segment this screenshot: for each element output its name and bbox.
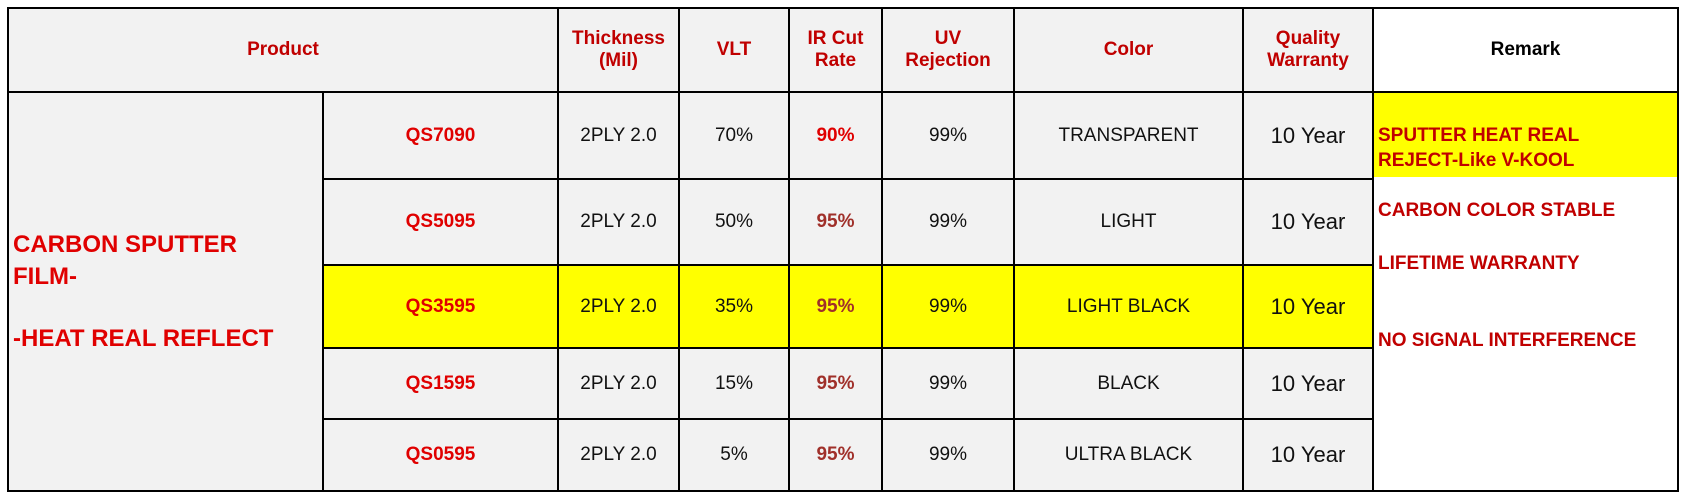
data-cell: 95% [788,178,883,266]
product-line: -HEAT REAL REFLECT [13,324,274,352]
table-row: CARBON SPUTTER FILM- -HEAT REAL REFLECT QS… [7,91,1679,492]
data-cell: 99% [881,178,1015,266]
data-cell: 90% [788,91,883,180]
header-cell: VLT [678,7,790,93]
data-cell: 99% [881,418,1015,492]
data-cell: 10 Year [1242,91,1374,180]
remark-text: SPUTTER HEAT REAL REJECT-Like V-KOOL [1374,93,1677,177]
header-row: Product Thickness (Mil) VLT IR Cut Rate … [7,7,1679,93]
data-cell: 2PLY 2.0 [557,178,680,266]
header-cell: Color [1013,7,1244,93]
header-cell: Remark [1372,7,1679,93]
data-cell: 2PLY 2.0 [557,264,680,349]
data-cell: 99% [881,91,1015,180]
product-line: CARBON SPUTTER FILM- [13,230,238,290]
data-cell: 95% [788,418,883,492]
remark-text: NO SIGNAL INTERFERENCE [1378,330,1637,351]
data-cell: 50% [678,178,790,266]
data-cell: QS7090 [322,91,559,180]
data-cell: LIGHT BLACK [1013,264,1244,349]
table-body: CARBON SPUTTER FILM- -HEAT REAL REFLECT QS… [7,91,1679,492]
data-cell: 5% [678,418,790,492]
data-cell: 10 Year [1242,178,1374,266]
remark-text: CARBON COLOR STABLE [1378,200,1616,221]
header-cell: Quality Warranty [1242,7,1374,93]
data-cell: 95% [788,264,883,349]
data-cell: LIGHT [1013,178,1244,266]
data-cell: 70% [678,91,790,180]
table-row: QS0595 2PLY 2.0 5% 95% 99% ULTRA BLACK 10 Year [8,418,1678,492]
remark-text: LIFETIME WARRANTY [1378,253,1580,274]
data-cell: 99% [881,264,1015,349]
data-cell: 10 Year [1242,347,1374,420]
data-cell: ULTRA BLACK [1013,418,1244,492]
spec-table: Product Thickness (Mil) VLT IR Cut Rate … [7,7,1679,492]
data-cell: 2PLY 2.0 [557,347,680,420]
data-cell: QS3595 [322,264,559,349]
data-cell: 10 Year [1242,418,1374,492]
data-cell: TRANSPARENT [1013,91,1244,180]
data-cell: 2PLY 2.0 [557,418,680,492]
data-cell: 2PLY 2.0 [557,91,680,180]
remark-cell: SPUTTER HEAT REAL REJECT-Like V-KOOL CARB… [1372,91,1679,492]
table-row: QS1595 2PLY 2.0 15% 95% 99% BLACK 10 Year [8,347,1678,420]
table-row: QS3595 2PLY 2.0 35% 95% 99% LIGHT BLACK 10 Yea… [8,264,1678,349]
data-cell: QS0595 [322,418,559,492]
table-row: QS5095 2PLY 2.0 50% 95% 99% LIGHT 10 Year [8,178,1678,266]
data-cell: 99% [881,347,1015,420]
data-cell: BLACK [1013,347,1244,420]
data-cell: 95% [788,347,883,420]
data-cell: 15% [678,347,790,420]
header-cell: UV Rejection [881,7,1015,93]
data-cell: 10 Year [1242,264,1374,349]
data-cell: 35% [678,264,790,349]
header-cell: Product [7,7,559,93]
header-cell: IR Cut Rate [788,7,883,93]
data-cell: QS1595 [322,347,559,420]
data-cell: QS5095 [322,178,559,266]
product-cell: CARBON SPUTTER FILM- -HEAT REAL REFLECT [7,91,324,492]
header-cell: Thickness (Mil) [557,7,680,93]
